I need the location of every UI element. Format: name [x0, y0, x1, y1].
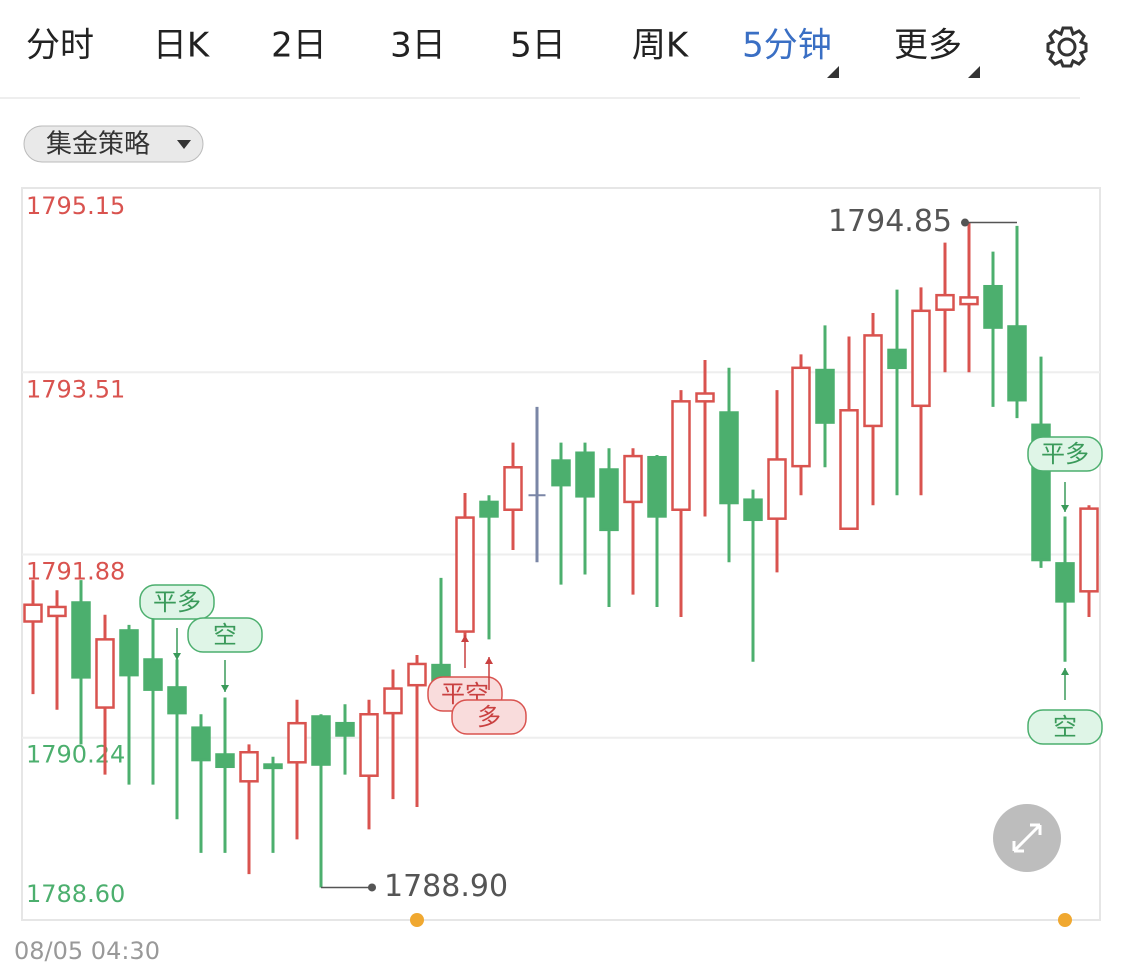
tab[interactable]: 2日 [271, 26, 327, 66]
signal-text: 多 [477, 703, 501, 731]
candle-body [695, 392, 715, 403]
candle-body [767, 458, 787, 520]
candle-body [95, 638, 115, 709]
signal-text: 平多 [153, 588, 201, 616]
candle-body [47, 605, 67, 618]
tab[interactable]: 日K [153, 26, 211, 66]
signal-arrowhead [461, 635, 469, 642]
candle-body [407, 662, 427, 687]
candle-body [1079, 507, 1099, 593]
candle-body [983, 284, 1003, 329]
event-dot [1058, 913, 1072, 927]
signal-tag [187, 617, 263, 653]
candle-body [623, 454, 643, 504]
candle-body [167, 686, 187, 715]
y-tick-label: 1791.88 [26, 557, 125, 585]
signal-arrowhead [1061, 505, 1069, 512]
gear-center [1057, 37, 1077, 57]
signal-arrowhead [1061, 668, 1069, 675]
signal-arrowhead [221, 685, 229, 692]
candle-body [719, 411, 739, 505]
candle-body [575, 451, 595, 498]
low-dot [368, 883, 376, 892]
candle-body [383, 687, 403, 715]
candle-body [335, 721, 355, 737]
candle-body [647, 455, 667, 518]
expand-button[interactable] [993, 804, 1061, 872]
candle-body [791, 366, 811, 468]
candle-body [119, 629, 139, 677]
candle-body [287, 721, 307, 764]
candle-body [1055, 562, 1075, 603]
tab[interactable]: 5日 [510, 26, 566, 66]
y-tick-label: 1788.60 [26, 880, 125, 908]
candle-body [839, 409, 859, 530]
candle-body [911, 309, 931, 408]
high-dot [961, 218, 969, 227]
y-tick-label: 1790.24 [26, 741, 125, 769]
gear-outline [1046, 26, 1088, 68]
candle-body [311, 715, 331, 766]
signal-arrowhead [173, 653, 181, 660]
candle-body [143, 658, 163, 691]
candle-body [23, 603, 43, 623]
signal-text: 空 [1053, 713, 1077, 741]
tab[interactable]: 5分钟 [742, 26, 832, 66]
candle-body [551, 459, 571, 487]
tab[interactable]: 分时 [26, 26, 94, 66]
tab-corner [968, 66, 980, 78]
signal-text: 空 [213, 621, 237, 649]
tab[interactable]: 更多 [894, 26, 962, 66]
signal-tag [451, 699, 527, 735]
tab-corner [827, 66, 839, 78]
x-start-label: 08/05 04:30 [14, 937, 160, 965]
strategy-dropdown[interactable]: 集金策略 [23, 125, 204, 163]
signal-tag [139, 584, 215, 620]
y-tick-label: 1793.51 [26, 375, 125, 403]
candle-body [599, 468, 619, 532]
event-dot [410, 913, 424, 927]
candle-body [455, 516, 475, 633]
candle-body [863, 334, 883, 428]
signal-tag [1027, 436, 1103, 472]
candle-body [239, 750, 259, 783]
low-label: 1788.90 [384, 869, 508, 904]
candle-body [359, 713, 379, 777]
candle-body [935, 293, 955, 311]
high-label: 1794.85 [828, 204, 952, 239]
candle-body [671, 400, 691, 511]
candle-body [959, 296, 979, 306]
candle-body [479, 500, 499, 518]
expand-icon [1012, 823, 1042, 853]
candle-body [71, 601, 91, 679]
candle-body [503, 466, 523, 511]
tab[interactable]: 3日 [390, 26, 446, 66]
signal-arrowhead [485, 657, 493, 664]
candle-body [1007, 325, 1027, 402]
candle-body [263, 763, 283, 770]
dropdown-label: 集金策略 [46, 130, 150, 160]
candle-body [191, 726, 211, 762]
candle-body [815, 368, 835, 424]
y-tick-label: 1795.15 [26, 192, 125, 220]
dropdown-caret [177, 140, 191, 149]
settings-icon[interactable] [1046, 26, 1088, 68]
candle-body [743, 498, 763, 522]
candle-body [887, 348, 907, 370]
tab[interactable]: 周K [632, 26, 690, 66]
signal-tag [1027, 709, 1103, 745]
dropdown-bg [23, 125, 204, 163]
signal-text: 平多 [1041, 440, 1089, 468]
candle-body [215, 753, 235, 769]
